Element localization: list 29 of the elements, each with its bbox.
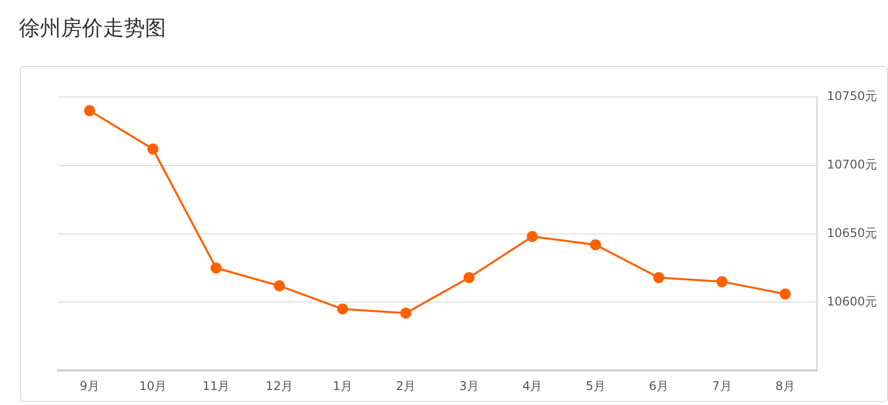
point: [716, 276, 728, 288]
x-tick-label: 12月: [266, 378, 293, 393]
point: [84, 105, 96, 116]
point: [653, 272, 664, 284]
x-tick-label: 8月: [775, 378, 796, 393]
point: [590, 239, 601, 250]
x-tick-label: 6月: [648, 378, 669, 393]
y-tick-label: 10700元: [826, 158, 878, 172]
point: [526, 231, 538, 242]
y-tick-label: 10750元: [826, 89, 878, 104]
x-tick-label: 10月: [139, 378, 166, 393]
x-tick-label: 1月: [332, 378, 352, 393]
x-tick-label: 3月: [459, 378, 479, 393]
point: [780, 288, 791, 300]
x-tick-label: 4月: [522, 378, 542, 393]
x-tick-label: 2月: [396, 378, 416, 393]
y-tick-label: 10600元: [826, 294, 878, 308]
x-tick-label: 11月: [202, 378, 230, 393]
point: [210, 262, 222, 274]
point: [274, 280, 285, 292]
y-tick-label: 10650元: [826, 226, 878, 240]
x-tick-label: 5月: [586, 378, 606, 393]
point: [337, 304, 348, 315]
point: [464, 272, 475, 284]
x-tick-label: 7月: [712, 378, 732, 393]
x-tick-label: 9月: [80, 378, 100, 393]
point: [147, 143, 158, 154]
point: [400, 308, 412, 319]
chart-title: 徐州房价走势图: [19, 15, 166, 42]
